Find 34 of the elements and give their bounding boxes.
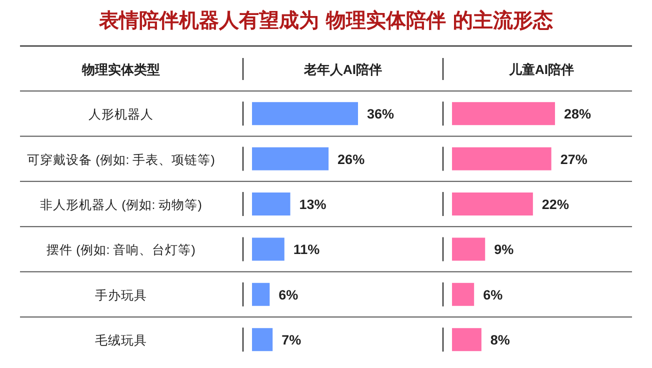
y-tick-label: 手办玩具: [95, 288, 147, 302]
bar: [252, 328, 273, 352]
y-axis-title: 物理实体类型: [81, 62, 160, 77]
data-label: 22%: [542, 197, 569, 212]
y-tick-label: 摆件 (例如: 音响、台灯等): [46, 243, 196, 258]
bar: [252, 102, 358, 126]
bar: [452, 147, 552, 170]
bar: [452, 282, 474, 306]
bar: [452, 192, 533, 216]
bar: [252, 192, 290, 216]
bar: [452, 102, 555, 126]
data-label: 27%: [560, 152, 588, 167]
data-label: 13%: [299, 197, 326, 212]
data-label: 36%: [367, 106, 394, 122]
data-label: 9%: [494, 242, 514, 258]
bar: [452, 328, 482, 352]
data-label: 8%: [490, 332, 510, 348]
bar: [252, 238, 284, 261]
y-tick-label: 非人形机器人 (例如: 动物等): [40, 198, 202, 212]
chart-title: 表情陪伴机器人有望成为 物理实体陪伴 的主流形态: [98, 8, 553, 32]
y-tick-label: 人形机器人: [88, 108, 154, 122]
data-label: 6%: [278, 287, 298, 302]
data-label: 11%: [293, 242, 320, 258]
bar: [252, 282, 270, 306]
y-tick-label: 毛绒玩具: [95, 334, 147, 348]
data-label: 28%: [564, 106, 592, 122]
bar: [252, 147, 329, 170]
data-label: 26%: [338, 152, 365, 167]
y-tick-label: 可穿戴设备 (例如: 手表、项链等): [27, 152, 215, 167]
chart-subtitle: 儿童AI陪伴: [508, 62, 574, 77]
bar: [452, 238, 486, 261]
data-label: 7%: [282, 332, 302, 348]
chart-subtitle: 老年人AI陪伴: [303, 62, 382, 77]
data-label: 6%: [483, 287, 503, 302]
